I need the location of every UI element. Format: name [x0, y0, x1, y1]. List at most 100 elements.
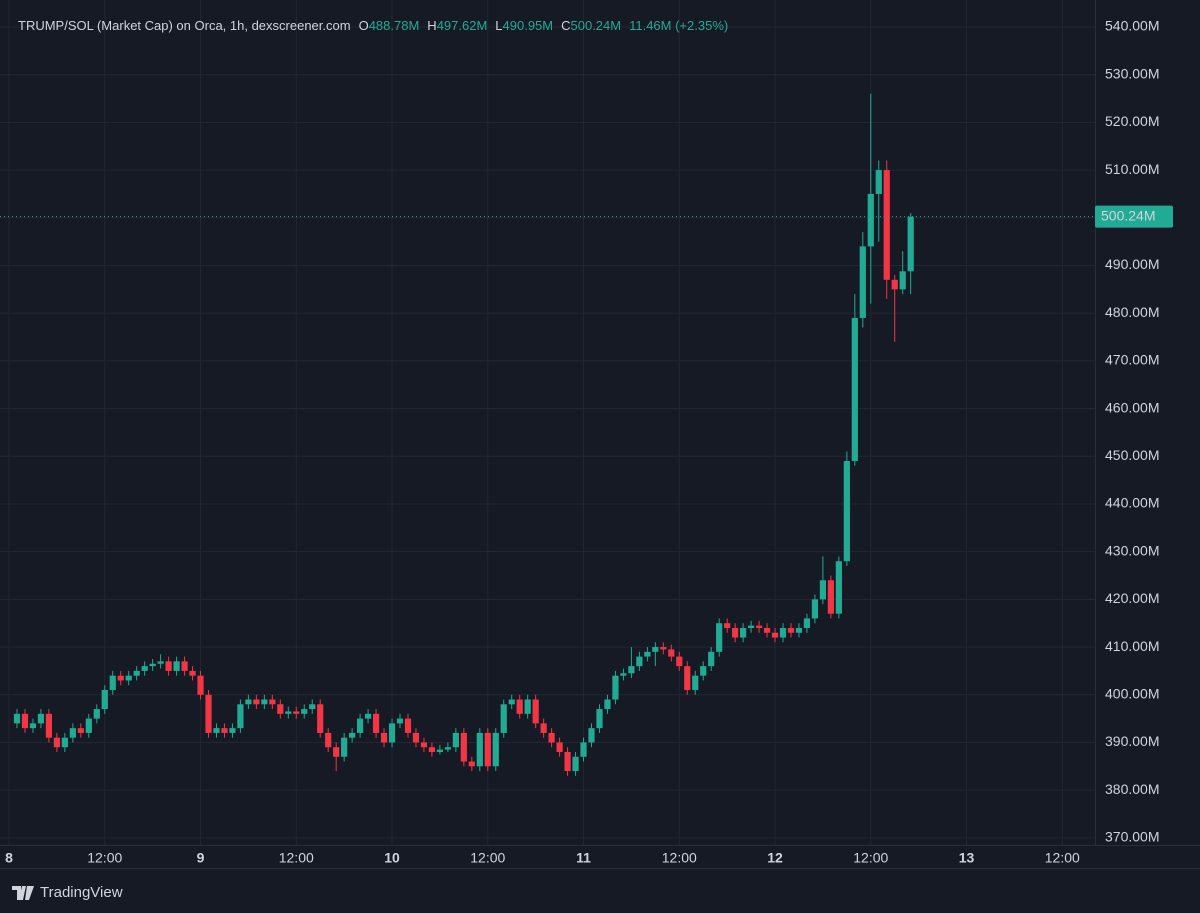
candle-body: [803, 618, 811, 628]
y-tick-label: 460.00M: [1105, 399, 1159, 415]
candle-body: [620, 673, 627, 676]
x-tick-label: 12:00: [470, 850, 505, 866]
candle-body: [420, 742, 428, 748]
candle-body: [205, 694, 212, 733]
candle-body: [109, 675, 116, 690]
legend-key: O: [358, 18, 369, 33]
candle-body: [428, 747, 436, 752]
candle-body: [787, 627, 795, 633]
candle-body: [899, 271, 906, 290]
candle-body: [341, 737, 348, 757]
candle-body: [349, 732, 356, 738]
y-tick-label: 510.00M: [1105, 161, 1159, 177]
x-tick-label: 12: [767, 850, 783, 866]
x-tick-label: 12:00: [853, 850, 888, 866]
candle-body: [851, 317, 858, 462]
candle-body: [708, 651, 715, 667]
candle-body: [45, 713, 53, 738]
candle-body: [755, 625, 763, 628]
candle-body: [907, 216, 914, 272]
y-tick-label: 430.00M: [1105, 542, 1159, 558]
candle-body: [612, 675, 619, 700]
candle-body: [795, 627, 803, 633]
candle-body: [69, 728, 76, 738]
candle-body: [388, 723, 396, 743]
y-tick-label: 410.00M: [1105, 638, 1159, 654]
y-tick-label: 370.00M: [1105, 829, 1159, 845]
candle-body: [540, 723, 547, 733]
candle-body: [628, 666, 635, 674]
candle-body: [29, 723, 37, 729]
legend-value: 490.95M: [502, 18, 554, 33]
candle-body: [484, 732, 491, 767]
candle-body: [676, 656, 683, 667]
y-tick-label: 380.00M: [1105, 781, 1159, 797]
candle-body: [843, 461, 850, 562]
brand[interactable]: TradingView: [40, 884, 123, 901]
candle-body: [77, 728, 84, 733]
candle-body: [221, 728, 228, 733]
x-tick-label: 10: [384, 850, 400, 866]
candle-body: [532, 699, 539, 724]
candle-body: [875, 170, 882, 194]
candle-body: [452, 732, 459, 748]
candle-body: [684, 666, 691, 690]
candle-body: [476, 732, 483, 767]
candle-body: [771, 632, 779, 638]
candle-body: [229, 728, 236, 733]
x-tick-label: 11: [576, 850, 591, 866]
candle-body: [811, 599, 819, 619]
ohlc-legend: TRUMP/SOL (Market Cap) on Orca, 1h, dexs…: [18, 18, 736, 33]
candle-body: [285, 711, 292, 714]
candle-body: [269, 699, 276, 705]
candle-body: [380, 732, 388, 743]
candle-body: [740, 627, 747, 638]
candle-body: [133, 670, 140, 676]
candle-body: [700, 666, 707, 676]
y-tick-label: 540.00M: [1105, 18, 1159, 34]
footer-separator: [0, 868, 1200, 869]
legend-value: 500.24M: [570, 18, 622, 33]
x-tick-label: 12:00: [87, 850, 122, 866]
y-tick-label: 520.00M: [1105, 113, 1159, 129]
candle-body: [692, 675, 699, 690]
candle-body: [309, 704, 316, 710]
candle-body: [149, 663, 156, 667]
candle-body: [13, 713, 21, 724]
chart-title: TRUMP/SOL (Market Cap) on Orca, 1h, dexs…: [18, 18, 351, 33]
candle-body: [93, 709, 100, 719]
candle-body: [436, 749, 443, 752]
candle-body: [636, 656, 643, 667]
candle-body: [125, 675, 132, 681]
y-tick-label: 530.00M: [1105, 65, 1159, 81]
candle-body: [867, 193, 874, 247]
candle-body: [53, 737, 60, 748]
candle-body: [117, 675, 124, 681]
last-price-tag: [1095, 205, 1173, 228]
candle-body: [891, 279, 898, 290]
candle-body: [141, 666, 148, 671]
candle-body: [317, 704, 324, 733]
candle-body: [357, 718, 364, 733]
candle-body: [293, 711, 300, 714]
candle-body: [245, 699, 252, 705]
candle-body: [500, 704, 507, 733]
legend-change: 11.46M (+2.35%): [629, 18, 729, 33]
candle-body: [556, 742, 563, 752]
y-tick-label: 440.00M: [1105, 495, 1159, 511]
candle-body: [652, 647, 659, 652]
axis-separator: [1095, 0, 1096, 845]
y-tick-label: 480.00M: [1105, 304, 1159, 320]
candle-body: [21, 713, 29, 729]
candle-body: [588, 728, 595, 743]
x-tick-label: 9: [197, 850, 205, 866]
candle-body: [237, 704, 244, 729]
candle-body: [364, 713, 372, 719]
candle-body: [468, 761, 475, 767]
legend-value: 497.62M: [436, 18, 488, 33]
candle-body: [732, 627, 739, 638]
candle-body: [819, 580, 827, 600]
candle-body: [644, 651, 651, 657]
y-tick-label: 490.00M: [1105, 256, 1159, 272]
